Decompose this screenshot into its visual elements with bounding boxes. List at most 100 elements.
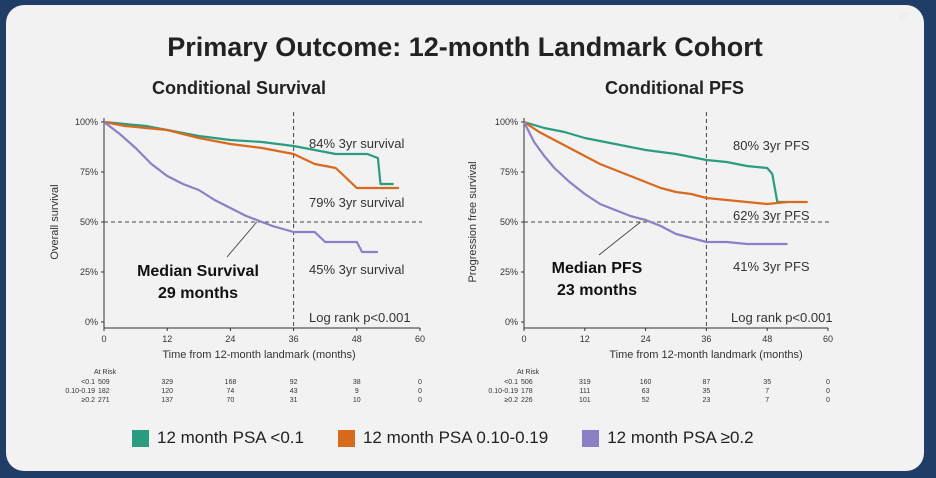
at-risk-value: 226 (521, 397, 533, 404)
survival-chart: 0% 25% 50% 75% 100% 0 12 24 36 48 60 Time from 12-m… (49, 112, 425, 404)
at-risk-value: 0 (418, 397, 422, 404)
legend-item-psa-high: 12 month PSA ≥0.2 (582, 428, 754, 448)
at-risk-value: 271 (98, 397, 110, 404)
series-line-12-month-psa-0-1 (103, 120, 394, 186)
x-tick-label: 12 (580, 334, 590, 344)
at-risk-label: At Risk (517, 369, 540, 376)
x-tick-label: 24 (225, 334, 235, 344)
legend-label: 12 month PSA ≥0.2 (607, 428, 754, 447)
at-risk-value: 7 (765, 388, 769, 395)
x-tick-label: 60 (415, 334, 425, 344)
at-risk-value: 101 (579, 397, 591, 404)
at-risk-value: 87 (703, 379, 711, 386)
series-line-12-month-psa-0-1 (523, 120, 788, 204)
at-risk-value: 178 (521, 388, 533, 395)
at-risk-value: 0 (826, 388, 830, 395)
at-risk-value: 92 (290, 379, 298, 386)
annotation-s-median-2: 29 months (158, 285, 238, 302)
median-pointer-line (226, 221, 258, 258)
legend-item-psa-low: 12 month PSA <0.1 (132, 428, 304, 448)
x-tick-label: 12 (162, 334, 172, 344)
at-risk-label: At Risk (94, 369, 117, 376)
x-tick-label: 24 (641, 334, 651, 344)
series-line-12-month-psa-0-2 (103, 121, 378, 254)
slide: 27 Primary Outcome: 12-month Landmark Co… (6, 5, 924, 471)
y-tick-label: 0% (505, 317, 518, 327)
x-tick-label: 48 (352, 334, 362, 344)
at-risk-group: <0.1 (81, 379, 95, 386)
at-risk-value: 38 (353, 379, 361, 386)
legend: 12 month PSA <0.1 12 month PSA 0.10-0.19… (132, 428, 788, 448)
x-axis-label: Time from 12-month landmark (months) (609, 349, 802, 361)
at-risk-value: 23 (703, 397, 711, 404)
legend-label: 12 month PSA <0.1 (157, 428, 304, 447)
at-risk-value: 0 (826, 397, 830, 404)
y-tick-label: 100% (495, 117, 518, 127)
at-risk-value: 35 (763, 379, 771, 386)
x-tick-label: 36 (701, 334, 711, 344)
at-risk-value: 137 (161, 397, 173, 404)
at-risk-value: 329 (161, 379, 173, 386)
at-risk-group: 0.10-0.19 (65, 388, 95, 395)
at-risk-value: 63 (642, 388, 650, 395)
median-pointer-line (598, 221, 641, 256)
y-tick-label: 50% (500, 217, 518, 227)
y-axis-label: Progression free survival (467, 161, 479, 282)
legend-swatch-purple (582, 429, 600, 447)
annotation-s-green: 84% 3yr survival (309, 136, 404, 151)
left-panel-title: Conditional Survival (152, 78, 327, 98)
at-risk-value: 160 (640, 379, 652, 386)
at-risk-value: 0 (418, 388, 422, 395)
x-tick-label: 60 (823, 334, 833, 344)
y-tick-label: 50% (80, 217, 98, 227)
pfs-chart: 0% 25% 50% 75% 100% 0 12 24 36 48 60 Time from 12-m… (467, 112, 833, 404)
annotation-p-orange: 62% 3yr PFS (733, 208, 810, 223)
at-risk-value: 182 (98, 388, 110, 395)
slide-title: Primary Outcome: 12-month Landmark Cohor… (167, 32, 763, 62)
at-risk-value: 111 (579, 388, 590, 395)
y-axis-label: Overall survival (49, 184, 61, 259)
at-risk-value: 31 (290, 397, 298, 404)
legend-swatch-teal (132, 429, 149, 447)
at-risk-value: 120 (161, 388, 173, 395)
annotation-p-median-1: Median PFS (552, 260, 643, 277)
at-risk-value: 9 (355, 388, 359, 395)
at-risk-value: 509 (98, 379, 110, 386)
right-panel-title: Conditional PFS (605, 78, 744, 98)
at-risk-value: 52 (642, 397, 650, 404)
legend-item-psa-mid: 12 month PSA 0.10-0.19 (337, 428, 549, 448)
y-tick-label: 0% (85, 317, 98, 327)
at-risk-value: 7 (765, 397, 769, 404)
at-risk-group: 0.10-0.19 (488, 388, 518, 395)
y-tick-label: 100% (75, 117, 98, 127)
legend-swatch-orange (337, 429, 355, 447)
at-risk-value: 70 (227, 397, 235, 404)
at-risk-value: 0 (826, 379, 830, 386)
series-line-12-month-psa-0-2 (523, 121, 788, 246)
at-risk-value: 0 (418, 379, 422, 386)
y-tick-label: 75% (500, 167, 518, 177)
at-risk-value: 74 (227, 388, 235, 395)
at-risk-value: 35 (703, 388, 711, 395)
annotation-s-purple: 45% 3yr survival (309, 262, 404, 277)
at-risk-group: ≥0.2 (504, 397, 518, 404)
legend-label: 12 month PSA 0.10-0.19 (362, 428, 549, 447)
annotation-p-median-2: 23 months (557, 282, 637, 299)
at-risk-value: 10 (353, 397, 361, 404)
y-tick-label: 25% (80, 267, 98, 277)
x-tick-label: 0 (101, 334, 106, 344)
annotation-p-logrank: Log rank p<0.001 (731, 310, 833, 325)
annotation-p-purple: 41% 3yr PFS (733, 259, 810, 274)
at-risk-group: ≥0.2 (81, 397, 95, 404)
x-tick-label: 48 (762, 334, 772, 344)
at-risk-value: 319 (579, 379, 591, 386)
y-tick-label: 75% (80, 167, 98, 177)
annotation-p-green: 80% 3yr PFS (733, 138, 810, 153)
at-risk-group: <0.1 (504, 379, 518, 386)
x-axis-label: Time from 12-month landmark (months) (162, 349, 355, 361)
at-risk-value: 506 (521, 379, 533, 386)
at-risk-value: 168 (225, 379, 237, 386)
annotation-s-logrank: Log rank p<0.001 (309, 310, 411, 325)
series-line-12-month-psa-0-10-0-19 (523, 121, 808, 206)
series-line-12-month-psa-0-10-0-19 (103, 120, 399, 190)
